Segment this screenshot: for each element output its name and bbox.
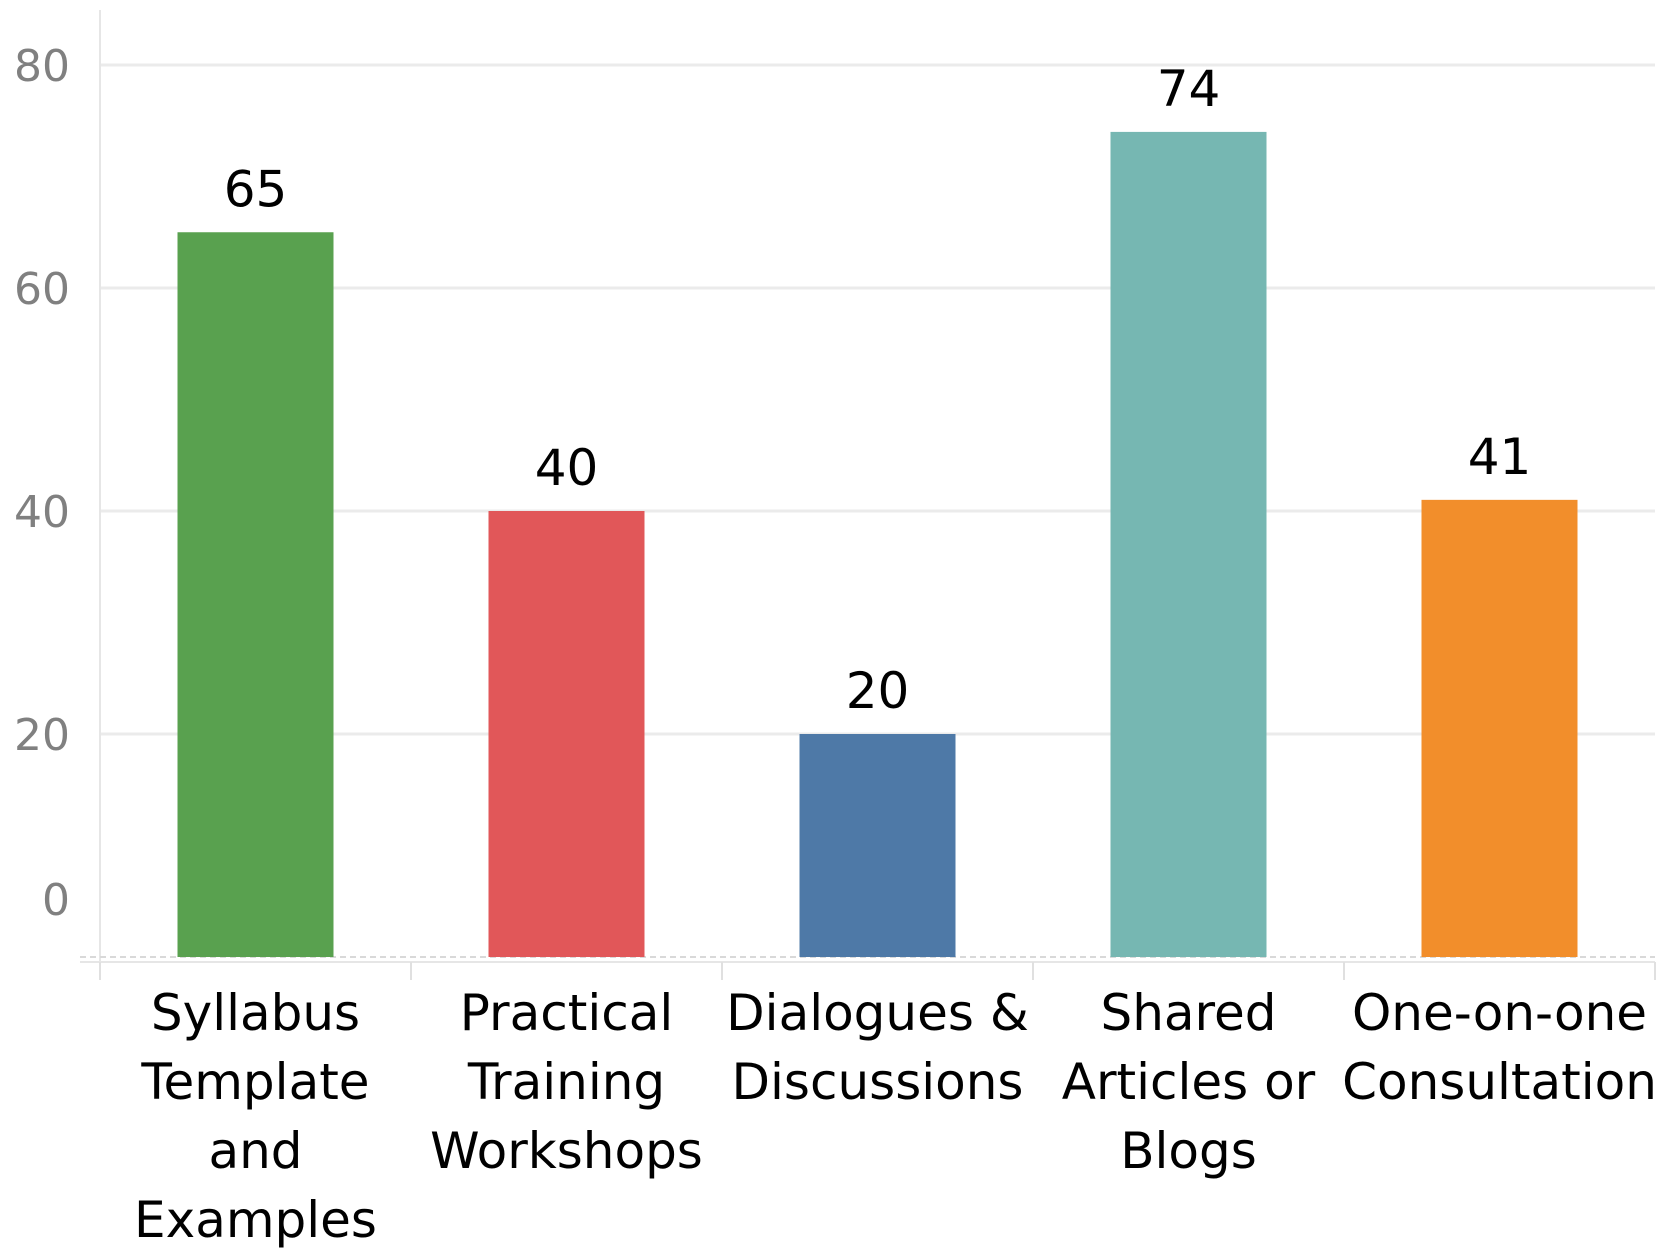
y-tick-label: 20 (14, 710, 70, 761)
bar (177, 232, 334, 957)
data-label: 41 (1468, 428, 1532, 486)
bar (488, 511, 645, 957)
x-tick-label: Practical (460, 984, 673, 1042)
bar (1421, 499, 1578, 957)
y-tick-label: 0 (42, 875, 70, 926)
axes (80, 10, 1656, 980)
data-label: 40 (535, 439, 599, 497)
bars (177, 131, 1578, 957)
x-tick-label: Training (467, 1053, 665, 1111)
data-label: 74 (1157, 60, 1221, 118)
x-tick-label: One-on-one (1352, 984, 1647, 1042)
y-tick-label: 40 (14, 487, 70, 538)
x-tick-label: Examples (134, 1191, 377, 1249)
value-labels: 65 40 20 74 41 (224, 60, 1532, 720)
bar (799, 734, 956, 957)
x-tick-label: and (208, 1122, 302, 1180)
bar (1110, 131, 1267, 957)
x-tick-labels: Syllabus Template and Examples Practical Trai… (134, 984, 1657, 1249)
x-tick-label: Blogs (1120, 1122, 1257, 1180)
y-tick-labels: 0 20 40 60 80 (14, 41, 70, 926)
x-tick-label: Shared (1100, 984, 1276, 1042)
x-tick-label: Syllabus (151, 984, 360, 1042)
x-tick-label: Articles or (1062, 1053, 1316, 1111)
data-label: 65 (224, 160, 288, 218)
y-tick-label: 60 (14, 264, 70, 315)
y-tick-label: 80 (14, 41, 70, 92)
x-tick-label: Workshops (430, 1122, 703, 1180)
x-tick-label: Consultation (1342, 1053, 1657, 1111)
x-tick-label: Dialogues & (726, 984, 1029, 1042)
x-tick-label: Discussions (732, 1053, 1024, 1111)
x-tick-label: Template (140, 1053, 369, 1111)
data-label: 20 (846, 662, 910, 720)
